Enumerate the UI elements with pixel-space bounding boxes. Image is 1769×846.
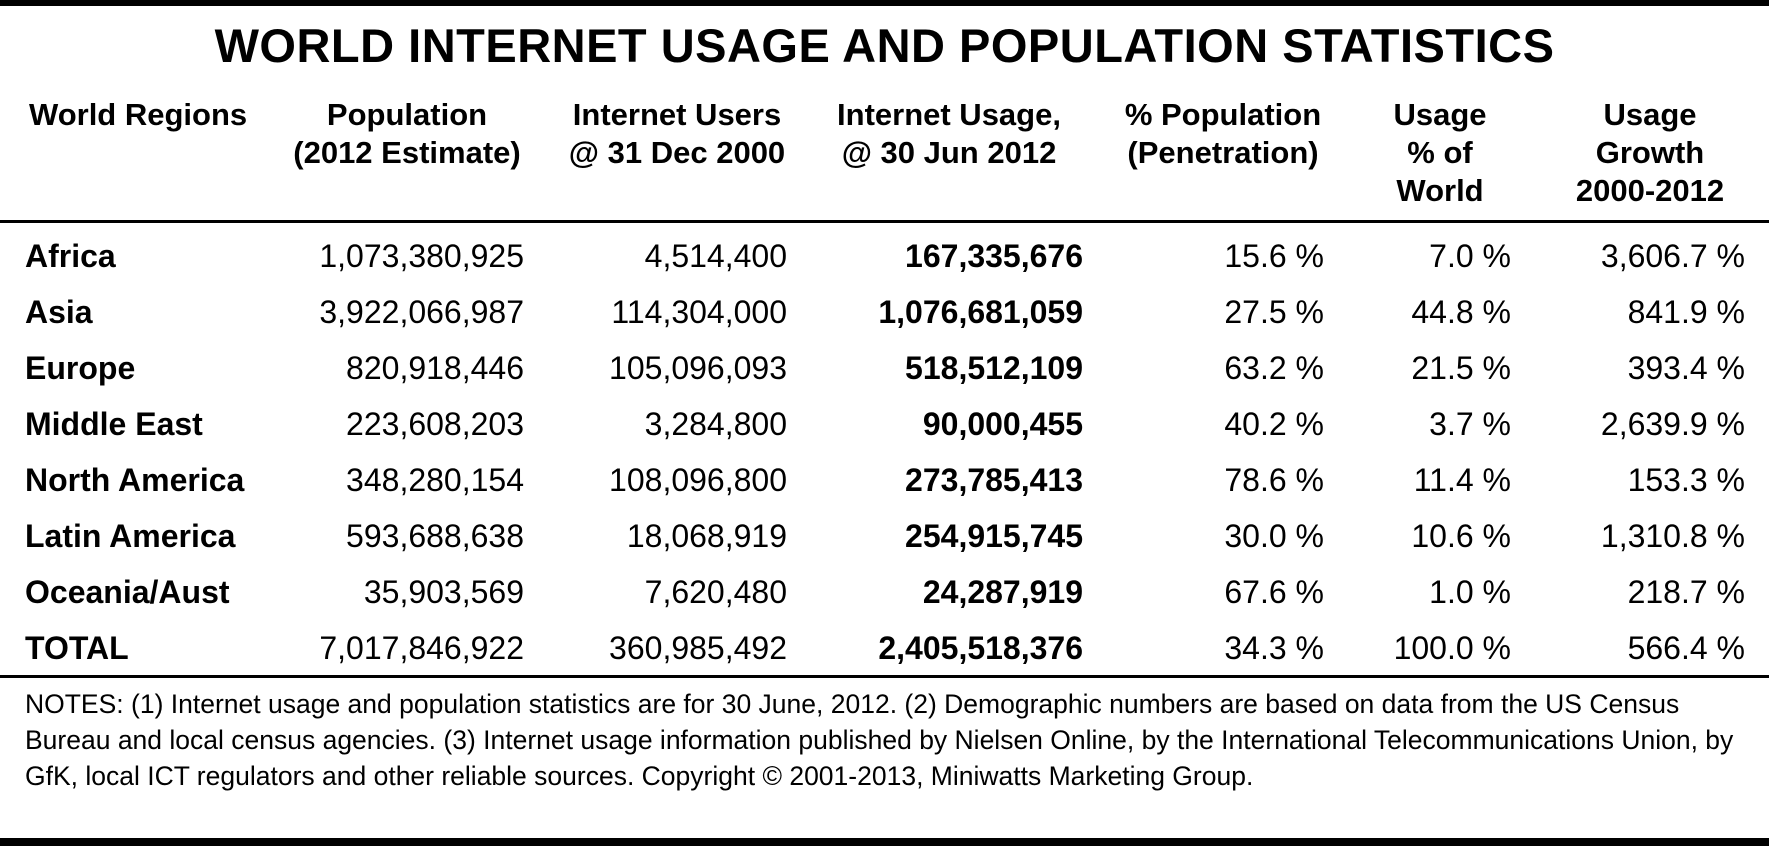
table-row: Africa 1,073,380,925 4,514,400 167,335,6… xyxy=(0,230,1769,282)
region-cell: North America xyxy=(25,462,245,498)
table-row-total: TOTAL 7,017,846,922 360,985,492 2,405,51… xyxy=(0,622,1769,674)
growth-cell: 841.9 % xyxy=(1627,294,1745,330)
table-row: Asia 3,922,066,987 114,304,000 1,076,681… xyxy=(0,286,1769,338)
penetration-cell: 78.6 % xyxy=(1224,462,1324,498)
header-penetration: % Population (Penetration) xyxy=(1124,97,1322,170)
table-row: Latin America 593,688,638 18,068,919 254… xyxy=(0,510,1769,562)
users-2000-cell: 360,985,492 xyxy=(609,630,787,666)
usage-2012-cell: 254,915,745 xyxy=(905,518,1083,554)
table-title: WORLD INTERNET USAGE AND POPULATION STAT… xyxy=(214,19,1555,72)
header-internet-usage-2012: Internet Usage, @ 30 Jun 2012 xyxy=(837,97,1061,170)
users-2000-cell: 4,514,400 xyxy=(644,238,787,274)
population-cell: 820,918,446 xyxy=(346,350,524,386)
penetration-cell: 27.5 % xyxy=(1224,294,1324,330)
region-cell: Africa xyxy=(25,238,116,274)
population-cell: 1,073,380,925 xyxy=(319,238,524,274)
usage-2012-cell: 2,405,518,376 xyxy=(878,630,1083,666)
penetration-cell: 40.2 % xyxy=(1224,406,1324,442)
pct-world-cell: 1.0 % xyxy=(1429,574,1511,610)
region-cell: TOTAL xyxy=(25,630,129,666)
users-2000-cell: 105,096,093 xyxy=(609,350,787,386)
pct-world-cell: 21.5 % xyxy=(1411,350,1511,386)
growth-cell: 1,310.8 % xyxy=(1600,518,1745,554)
population-cell: 35,903,569 xyxy=(363,574,524,610)
population-cell: 223,608,203 xyxy=(346,406,524,442)
region-cell: Latin America xyxy=(25,518,236,554)
region-cell: Asia xyxy=(25,294,93,330)
region-cell: Europe xyxy=(25,350,136,386)
pct-world-cell: 7.0 % xyxy=(1429,238,1511,274)
usage-2012-cell: 273,785,413 xyxy=(905,462,1083,498)
pct-world-cell: 11.4 % xyxy=(1413,462,1511,498)
top-rule xyxy=(0,0,1769,6)
header-rule xyxy=(0,220,1769,223)
body-rule xyxy=(0,675,1769,678)
growth-cell: 3,606.7 % xyxy=(1600,238,1745,274)
header-world-regions: World Regions xyxy=(29,97,248,132)
header-usage-pct-world: Usage % of World xyxy=(1393,97,1487,208)
pct-world-cell: 44.8 % xyxy=(1411,294,1511,330)
header-population: Population (2012 Estimate) xyxy=(293,97,521,170)
population-cell: 3,922,066,987 xyxy=(319,294,524,330)
population-cell: 7,017,846,922 xyxy=(319,630,524,666)
penetration-cell: 67.6 % xyxy=(1224,574,1324,610)
table-row: Middle East 223,608,203 3,284,800 90,000… xyxy=(0,398,1769,450)
notes-text: NOTES: (1) Internet usage and population… xyxy=(25,689,1734,791)
penetration-cell: 15.6 % xyxy=(1224,238,1324,274)
usage-2012-cell: 167,335,676 xyxy=(905,238,1083,274)
population-cell: 348,280,154 xyxy=(346,462,524,498)
population-cell: 593,688,638 xyxy=(346,518,524,554)
users-2000-cell: 18,068,919 xyxy=(626,518,787,554)
growth-cell: 218.7 % xyxy=(1627,574,1745,610)
header-usage-growth: Usage Growth 2000-2012 xyxy=(1575,97,1725,208)
table-row: Europe 820,918,446 105,096,093 518,512,1… xyxy=(0,342,1769,394)
users-2000-cell: 7,620,480 xyxy=(644,574,787,610)
users-2000-cell: 108,096,800 xyxy=(609,462,787,498)
growth-cell: 153.3 % xyxy=(1627,462,1745,498)
users-2000-cell: 3,284,800 xyxy=(644,406,787,442)
penetration-cell: 34.3 % xyxy=(1224,630,1324,666)
growth-cell: 393.4 % xyxy=(1627,350,1745,386)
growth-cell: 566.4 % xyxy=(1627,630,1745,666)
users-2000-cell: 114,304,000 xyxy=(611,294,787,330)
usage-2012-cell: 24,287,919 xyxy=(922,574,1083,610)
bottom-rule xyxy=(0,838,1769,846)
table-row: Oceania/Aust 35,903,569 7,620,480 24,287… xyxy=(0,566,1769,618)
pct-world-cell: 100.0 % xyxy=(1393,630,1511,666)
pct-world-cell: 10.6 % xyxy=(1411,518,1511,554)
growth-cell: 2,639.9 % xyxy=(1600,406,1745,442)
penetration-cell: 30.0 % xyxy=(1224,518,1324,554)
region-cell: Middle East xyxy=(25,406,203,442)
region-cell: Oceania/Aust xyxy=(25,574,230,610)
table-row: North America 348,280,154 108,096,800 27… xyxy=(0,454,1769,506)
usage-2012-cell: 1,076,681,059 xyxy=(878,294,1083,330)
header-internet-users-2000: Internet Users @ 31 Dec 2000 xyxy=(568,97,786,170)
usage-2012-cell: 518,512,109 xyxy=(905,350,1083,386)
pct-world-cell: 3.7 % xyxy=(1429,406,1511,442)
usage-2012-cell: 90,000,455 xyxy=(922,406,1083,442)
penetration-cell: 63.2 % xyxy=(1224,350,1324,386)
